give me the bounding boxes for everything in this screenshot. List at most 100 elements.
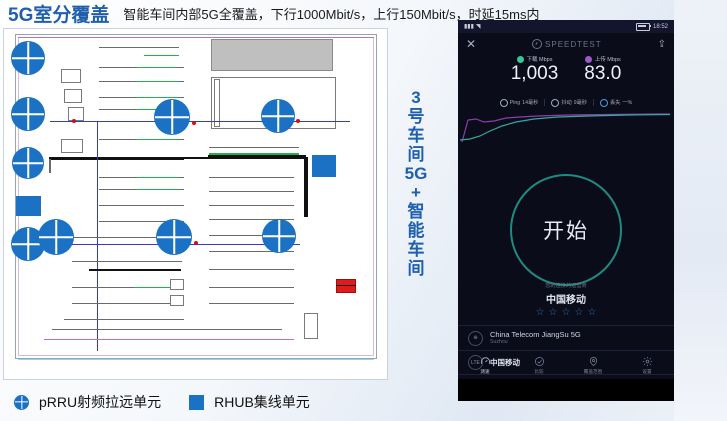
share-icon[interactable]: ⇪ [657, 38, 666, 50]
plan-line [99, 221, 184, 222]
plan-equip [304, 313, 318, 339]
prru-unit-3[interactable] [12, 147, 44, 179]
vcaption-char: 间 [407, 145, 425, 164]
floorplan-panel [3, 28, 388, 380]
plan-room-a-wall [214, 79, 220, 127]
loss-label: 丢失 [610, 100, 621, 106]
carrier-text: 中国移动 [490, 358, 520, 367]
connection-metrics: Ping 14毫秒 抖动 9毫秒 丢失 一% [458, 97, 674, 108]
prru-unit-1[interactable] [11, 41, 45, 75]
plan-equip [61, 69, 81, 83]
plan-green-bus [209, 153, 299, 155]
prru-unit-5[interactable] [38, 219, 74, 255]
jitter-icon [551, 98, 560, 107]
speed-results: 下载 Mbps 1,003 上传 Mbps 83.0 [458, 55, 674, 93]
prru-unit-6[interactable] [154, 99, 190, 135]
slide-header: 5G室分覆盖 智能车间内部5G全覆盖，下行1000Mbit/s，上行150Mbi… [0, 0, 727, 27]
carrier-row[interactable]: LTE 中国移动 [458, 351, 674, 374]
plan-wall-h3 [208, 155, 306, 157]
isp-caption: 您的连接的运营商 [545, 283, 587, 289]
legend: pRRU射频拉远单元 RHUB集线单元 [14, 388, 338, 416]
download-result: 下载 Mbps 1,003 [510, 55, 559, 93]
rhub-unit-1[interactable] [312, 155, 336, 177]
plan-line [209, 147, 299, 148]
plan-line [209, 287, 294, 288]
star-icon[interactable]: ☆ [587, 307, 597, 318]
nav-item-speedtest[interactable]: 测速 [458, 356, 512, 375]
star-icon[interactable]: ☆ [535, 307, 545, 318]
plan-pink-top [18, 37, 374, 38]
carrier-name: 中国移动 [490, 358, 520, 367]
list-divider [458, 374, 674, 375]
upload-trace [461, 113, 670, 143]
phone-bottom-bar [458, 379, 674, 401]
gauge-icon [480, 356, 490, 364]
legend-label-prru: pRRU射频拉远单元 [39, 394, 162, 410]
prru-unit-9[interactable] [262, 219, 296, 253]
upload-arrow-icon [584, 55, 592, 63]
plan-line [72, 303, 182, 304]
server-text: China Telecom JiangSu 5G Suzhou [490, 330, 581, 346]
upload-result: 上传 Mbps 83.0 [584, 55, 621, 93]
star-icon[interactable]: ☆ [548, 307, 558, 318]
status-left-icons: ▮▮▮ ◥ [464, 24, 481, 30]
plan-line [89, 269, 181, 271]
upload-label: 上传 Mbps [594, 57, 621, 63]
plan-line [209, 205, 294, 206]
star-icon[interactable]: ☆ [561, 307, 571, 318]
page-subtitle: 智能车间内部5G全覆盖，下行1000Mbit/s，上行150Mbit/s，时延1… [123, 7, 540, 22]
plan-line [72, 237, 182, 238]
lte-badge-icon: LTE [468, 355, 483, 370]
metric-loss: 丢失 一% [594, 98, 638, 107]
floorplan-baseline [18, 359, 374, 360]
speedtest-appbar: ✕ SPEEDTEST ⇪ [458, 33, 674, 55]
ping-value: 14毫秒 [522, 100, 539, 106]
plan-wall-h1 [49, 157, 184, 160]
nav-label-speedtest: 测速 [480, 368, 490, 374]
status-right-icons: 18:52 [635, 22, 668, 31]
vcaption-char: 号 [407, 107, 425, 126]
isp-star-rating[interactable]: ☆ ☆ ☆ ☆ ☆ [536, 308, 597, 318]
plan-line [137, 139, 179, 140]
gear-icon [642, 356, 652, 366]
plan-fire-marker [336, 279, 356, 293]
speedtest-logo-icon [532, 39, 543, 49]
nav-item-compare[interactable]: 比较 [512, 356, 566, 375]
plan-line [134, 287, 179, 288]
nav-item-coverage[interactable]: 覆盖范围 [566, 356, 620, 375]
loss-icon [600, 98, 608, 107]
download-value: 1,003 [510, 63, 559, 84]
signal-bars-icon: ▮▮▮ [464, 23, 474, 30]
plan-line [137, 97, 179, 98]
plan-equip [170, 295, 184, 306]
plan-wall-v1 [304, 157, 308, 217]
list-divider [458, 325, 674, 326]
plan-equip [170, 279, 184, 290]
prru-unit-8[interactable] [261, 99, 295, 133]
upload-value: 83.0 [584, 63, 622, 84]
plan-wall-h2 [184, 157, 304, 159]
star-icon[interactable]: ☆ [574, 307, 584, 318]
start-test-button[interactable]: 开始 [510, 174, 622, 286]
vcaption-char: 间 [407, 259, 425, 278]
plan-line [72, 261, 182, 262]
loss-value: 一% [622, 100, 633, 106]
status-time: 18:52 [652, 23, 668, 30]
prru-unit-7[interactable] [156, 219, 192, 255]
check-circle-icon [534, 356, 544, 366]
rhub-unit-2[interactable] [16, 196, 41, 216]
phone-status-bar: ▮▮▮ ◥ 18:52 [458, 20, 674, 33]
nav-item-settings[interactable]: 设置 [620, 356, 674, 375]
vcaption-char: 3 [411, 88, 421, 107]
prru-unit-2[interactable] [11, 97, 45, 131]
start-button-label: 开始 [543, 220, 589, 243]
map-pin-icon [589, 356, 597, 366]
plan-line [137, 67, 177, 68]
jitter-label: 抖动 [561, 100, 572, 106]
close-icon[interactable]: ✕ [466, 37, 477, 51]
plan-line [52, 329, 282, 330]
floorplan-outer-frame [15, 34, 377, 359]
vcaption-char: 车 [407, 126, 425, 145]
server-row[interactable]: ⊕ China Telecom JiangSu 5G Suzhou [458, 326, 674, 350]
upload-header: 上传 Mbps [584, 55, 621, 63]
